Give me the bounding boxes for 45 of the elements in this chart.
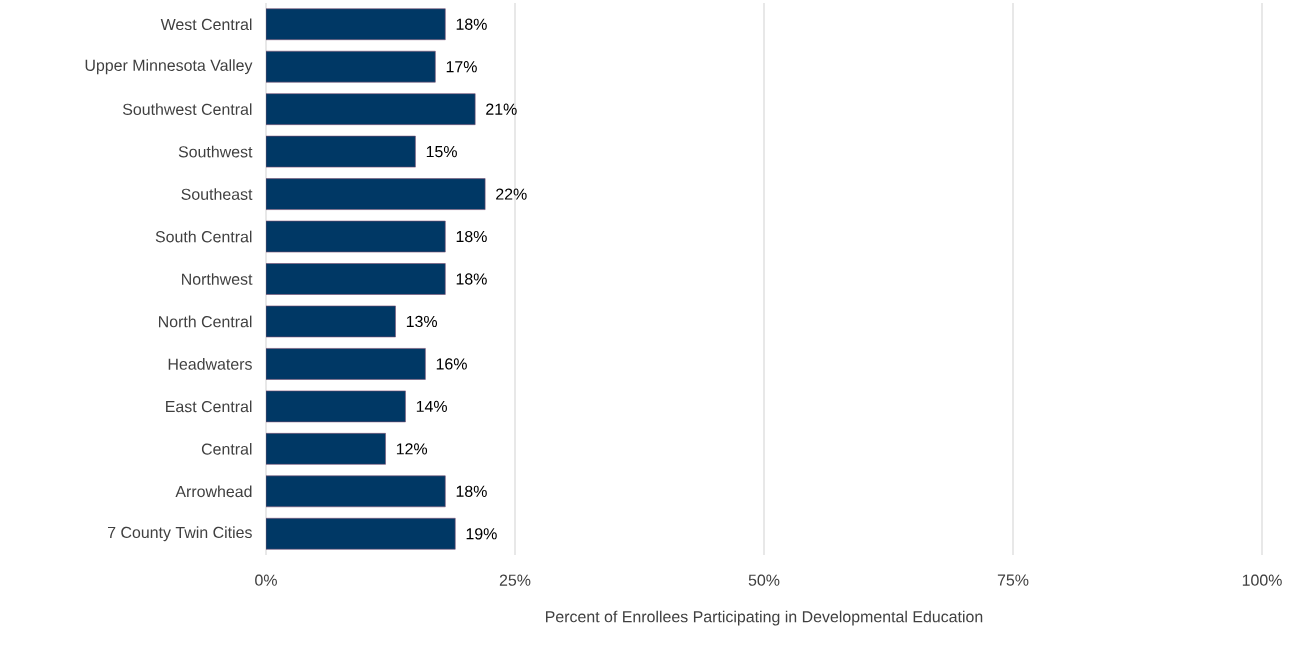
data-label: 21% [486,103,517,115]
x-tick-label: 75% [997,574,1029,586]
x-tick-label: 25% [499,574,531,586]
data-label: 22% [496,188,527,200]
bar [266,220,446,253]
bar [266,8,446,41]
bar [266,390,406,423]
y-tick-label: Northwest [182,273,253,285]
y-tick-label: Central [201,443,252,455]
y-tick-label: Southeast [181,188,253,200]
y-tick-label: Upper Minnesota Valley [85,59,253,75]
y-tick-label: South Central [155,230,252,243]
bar [266,475,446,508]
y-tick-label: Southwest Central [122,103,252,116]
bar [266,178,486,210]
x-tick-label: 50% [748,574,780,586]
y-tick-label: West Central [160,18,252,31]
bar [266,433,386,465]
bar [266,263,446,295]
data-label: 15% [426,146,457,158]
data-label: 17% [446,61,477,73]
bar [266,93,476,125]
bar [266,348,426,380]
data-label: 14% [416,400,447,412]
y-tick-label: Headwaters [168,358,252,370]
y-tick-label: North Central [159,315,252,328]
data-label: 18% [456,273,487,285]
y-tick-label: East Central [166,400,252,413]
data-label: 18% [456,18,487,30]
y-tick-label: Southwest [178,145,253,158]
data-label: 16% [436,358,467,370]
data-label: 19% [466,528,497,540]
bar [266,135,416,168]
data-label: 18% [456,230,487,243]
x-tick-label: 0% [255,574,277,586]
data-label: 18% [456,485,487,497]
y-tick-label: Arrowhead [175,485,252,498]
x-tick-label: 100% [1242,574,1282,586]
bar [266,517,456,550]
data-label: 12% [396,443,428,455]
bar [266,50,436,83]
y-tick-label: 7 County Twin Cities [108,526,252,542]
bar [266,305,396,338]
data-label: 13% [406,315,438,328]
x-axis-title: Percent of Enrollees Participating in Developmental Education [546,610,983,626]
